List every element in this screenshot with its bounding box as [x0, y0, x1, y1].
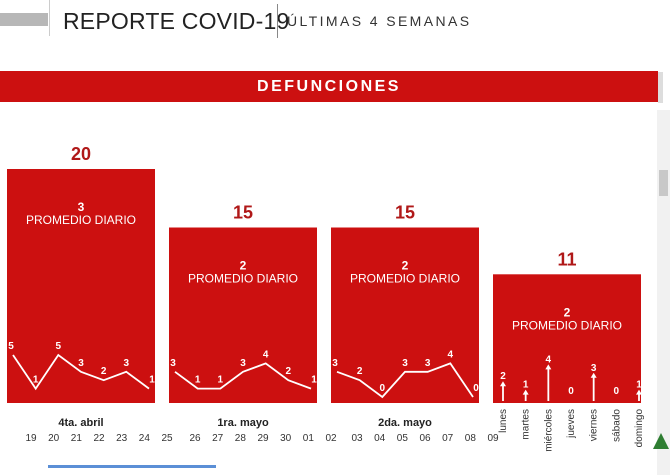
daily-trend-line	[336, 362, 474, 399]
daily-spike-arrow	[590, 372, 597, 378]
weekday-tick-label: domingo	[634, 409, 645, 448]
day-tick-label: 21	[71, 433, 83, 444]
day-tick-label: 06	[419, 433, 431, 444]
daily-value-label: 4	[546, 354, 552, 365]
daily-value-label: 3	[124, 358, 130, 369]
page-title: REPORTE COVID-19	[63, 8, 290, 34]
triangle-icon	[653, 433, 669, 449]
daily-average-label: PROMEDIO DIARIO	[512, 318, 622, 332]
day-tick-label: 08	[465, 433, 477, 444]
daily-value-label: 3	[170, 358, 176, 369]
daily-value-label: 2	[286, 366, 292, 377]
daily-value-label: 3	[425, 358, 431, 369]
day-tick-label: 20	[48, 433, 60, 444]
daily-value-label: 3	[402, 358, 408, 369]
banner-title: DEFUNCIONES	[257, 78, 401, 95]
day-tick-label: 27	[212, 433, 224, 444]
daily-value-label: 0	[380, 383, 386, 394]
daily-spike-arrow	[500, 381, 506, 387]
bar-week-4	[493, 274, 641, 403]
header-accent-bar	[0, 13, 48, 26]
bar-week-1	[7, 169, 155, 403]
bar-total-label: 11	[557, 249, 576, 269]
daily-value-label: 4	[263, 349, 269, 360]
day-tick-label: 30	[280, 433, 292, 444]
bar-week-2	[169, 227, 317, 403]
day-tick-label: 02	[325, 433, 337, 444]
daily-value-label: 2	[500, 371, 506, 382]
day-tick-label: 19	[25, 433, 37, 444]
daily-value-label: 1	[218, 375, 224, 386]
daily-value-label: 1	[149, 375, 155, 386]
week-category-label: 2da. mayo	[378, 417, 432, 429]
daily-average-value: 3	[78, 200, 85, 214]
daily-value-label: 0	[614, 386, 620, 397]
daily-average-value: 2	[240, 259, 247, 273]
day-tick-label: 28	[235, 433, 247, 444]
daily-value-label: 1	[523, 380, 529, 391]
daily-value-label: 5	[56, 341, 62, 352]
day-tick-label: 03	[351, 433, 363, 444]
daily-value-label: 2	[101, 366, 107, 377]
horizontal-scroll-indicator[interactable]	[48, 465, 216, 468]
daily-spike-arrow	[545, 364, 552, 370]
day-tick-label: 25	[161, 433, 173, 444]
day-tick-label: 23	[116, 433, 128, 444]
daily-value-label: 1	[33, 375, 39, 386]
week-category-label: 1ra. mayo	[217, 417, 269, 429]
daily-value-label: 0	[568, 386, 574, 397]
day-tick-label: 22	[93, 433, 105, 444]
daily-trend-line	[174, 362, 312, 390]
week-category-label: 4ta. abril	[58, 417, 103, 429]
weekday-tick-label: lunes	[498, 409, 509, 433]
day-tick-label: 01	[303, 433, 315, 444]
daily-average-label: PROMEDIO DIARIO	[188, 272, 298, 286]
banner-shadow	[658, 72, 663, 103]
daily-value-label: 1	[195, 375, 201, 386]
daily-value-label: 5	[8, 341, 14, 352]
vertical-scrollbar[interactable]	[657, 110, 670, 475]
weekday-tick-label: miércoles	[543, 409, 554, 452]
title-divider	[277, 4, 278, 38]
daily-value-label: 2	[357, 366, 363, 377]
bar-total-label: 20	[71, 144, 91, 164]
daily-value-label: 3	[332, 358, 338, 369]
header-divider	[49, 0, 50, 36]
daily-spike-arrow	[636, 389, 642, 395]
daily-value-label: 1	[636, 380, 642, 391]
daily-trend-line	[12, 353, 150, 391]
daily-value-label: 3	[240, 358, 246, 369]
daily-value-label: 4	[448, 349, 454, 360]
page-subtitle: ÚLTIMAS 4 SEMANAS	[287, 13, 472, 29]
daily-value-label: 3	[78, 358, 84, 369]
bar-total-label: 15	[233, 203, 253, 223]
day-tick-label: 09	[487, 433, 499, 444]
section-banner	[0, 71, 658, 102]
daily-average-label: PROMEDIO DIARIO	[26, 213, 136, 227]
daily-value-label: 0	[473, 383, 479, 394]
bar-week-3	[331, 227, 479, 403]
weekday-tick-label: jueves	[566, 409, 577, 439]
bar-total-label: 15	[395, 203, 415, 223]
daily-value-label: 1	[311, 375, 317, 386]
daily-average-value: 2	[402, 259, 409, 273]
day-tick-label: 29	[257, 433, 269, 444]
day-tick-label: 26	[189, 433, 201, 444]
daily-average-value: 2	[564, 305, 571, 319]
daily-average-label: PROMEDIO DIARIO	[350, 272, 460, 286]
daily-spike-arrow	[522, 389, 529, 395]
day-tick-label: 04	[374, 433, 386, 444]
day-tick-label: 07	[442, 433, 454, 444]
day-tick-label: 24	[139, 433, 151, 444]
weekday-tick-label: viernes	[589, 409, 600, 441]
daily-value-label: 3	[591, 363, 597, 374]
scrollbar-thumb[interactable]	[659, 170, 668, 196]
day-tick-label: 05	[397, 433, 409, 444]
weekday-tick-label: martes	[521, 409, 532, 440]
weekday-tick-label: sábado	[611, 409, 622, 442]
